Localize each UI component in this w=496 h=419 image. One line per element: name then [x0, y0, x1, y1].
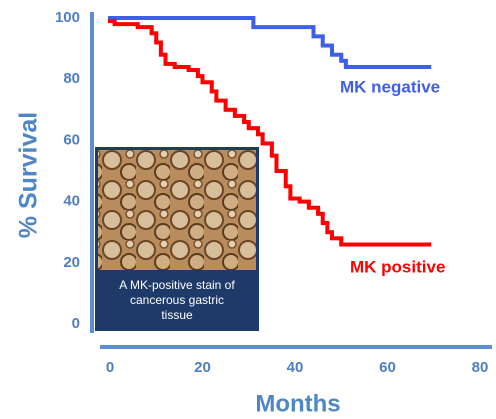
x-tick-label: 0 — [106, 359, 114, 376]
y-tick-label: 0 — [72, 315, 80, 332]
inset-image — [98, 150, 256, 270]
inset-caption-line: A MK-positive stain of — [119, 278, 235, 292]
x-tick-label: 40 — [287, 359, 304, 376]
x-axis-title: Months — [255, 390, 340, 417]
x-tick-label: 60 — [379, 359, 396, 376]
y-tick-label: 20 — [63, 254, 80, 271]
series-label: MK negative — [340, 77, 440, 96]
y-tick-label: 100 — [55, 9, 80, 26]
series-label: MK positive — [350, 257, 445, 276]
y-tick-label: 60 — [63, 131, 80, 148]
y-tick-label: 80 — [63, 70, 80, 87]
y-axis-title: % Survival — [15, 112, 43, 238]
x-tick-label: 80 — [472, 359, 489, 376]
inset-caption-line: cancerous gastric — [130, 293, 224, 307]
y-tick-label: 40 — [63, 193, 80, 210]
inset-caption-line: tissue — [161, 308, 193, 322]
x-tick-label: 20 — [194, 359, 211, 376]
